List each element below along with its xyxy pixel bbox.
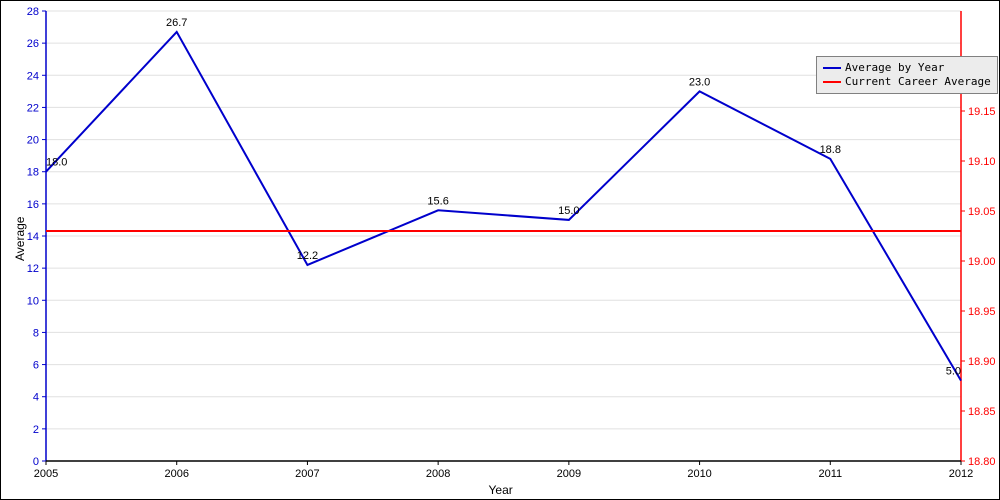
y-right-tick-label: 19.15 [968, 106, 996, 118]
legend-item: Current Career Average [823, 75, 991, 89]
chart-legend: Average by YearCurrent Career Average [816, 56, 998, 94]
y-right-tick-label: 19.00 [968, 256, 996, 268]
line-chart: 024681012141618202224262818.8018.8518.90… [0, 0, 1000, 500]
legend-label: Average by Year [845, 61, 944, 75]
y-left-tick-label: 22 [27, 102, 39, 114]
y-left-tick-label: 16 [27, 199, 39, 211]
y-right-tick-label: 18.85 [968, 406, 996, 418]
y-right-tick-label: 19.10 [968, 156, 996, 168]
y-left-tick-label: 6 [33, 360, 39, 372]
x-tick-label: 2011 [818, 468, 842, 480]
point-label: 5.0 [946, 366, 961, 378]
y-left-tick-label: 10 [27, 295, 39, 307]
legend-item: Average by Year [823, 61, 991, 75]
legend-label: Current Career Average [845, 75, 991, 89]
point-label: 15.6 [427, 195, 448, 207]
point-label: 15.0 [558, 205, 579, 217]
point-label: 18.0 [46, 157, 67, 169]
y-left-tick-label: 12 [27, 263, 39, 275]
x-tick-label: 2005 [34, 468, 58, 480]
y-right-tick-label: 18.80 [968, 456, 996, 468]
y-left-tick-label: 8 [33, 327, 39, 339]
x-axis-label: Year [489, 483, 513, 497]
y-axis-left-label: Average [13, 217, 27, 261]
point-label: 23.0 [689, 76, 710, 88]
point-label: 26.7 [166, 17, 187, 29]
y-left-tick-label: 26 [27, 38, 39, 50]
y-left-tick-label: 28 [27, 6, 39, 18]
y-left-tick-label: 24 [27, 70, 39, 82]
x-tick-label: 2009 [557, 468, 581, 480]
y-right-tick-label: 18.90 [968, 356, 996, 368]
y-left-tick-label: 20 [27, 135, 39, 147]
point-label: 12.2 [297, 250, 318, 262]
y-right-tick-label: 19.05 [968, 206, 996, 218]
legend-swatch [823, 67, 841, 69]
y-right-tick-label: 18.95 [968, 306, 996, 318]
x-tick-label: 2008 [426, 468, 450, 480]
legend-swatch [823, 81, 841, 83]
x-tick-label: 2010 [687, 468, 711, 480]
y-left-tick-label: 14 [27, 231, 39, 243]
y-left-tick-label: 4 [33, 392, 39, 404]
x-tick-label: 2012 [949, 468, 973, 480]
point-label: 18.8 [820, 144, 841, 156]
y-left-tick-label: 18 [27, 167, 39, 179]
x-tick-label: 2007 [295, 468, 319, 480]
y-left-tick-label: 0 [33, 456, 39, 468]
y-left-tick-label: 2 [33, 424, 39, 436]
x-tick-label: 2006 [164, 468, 188, 480]
